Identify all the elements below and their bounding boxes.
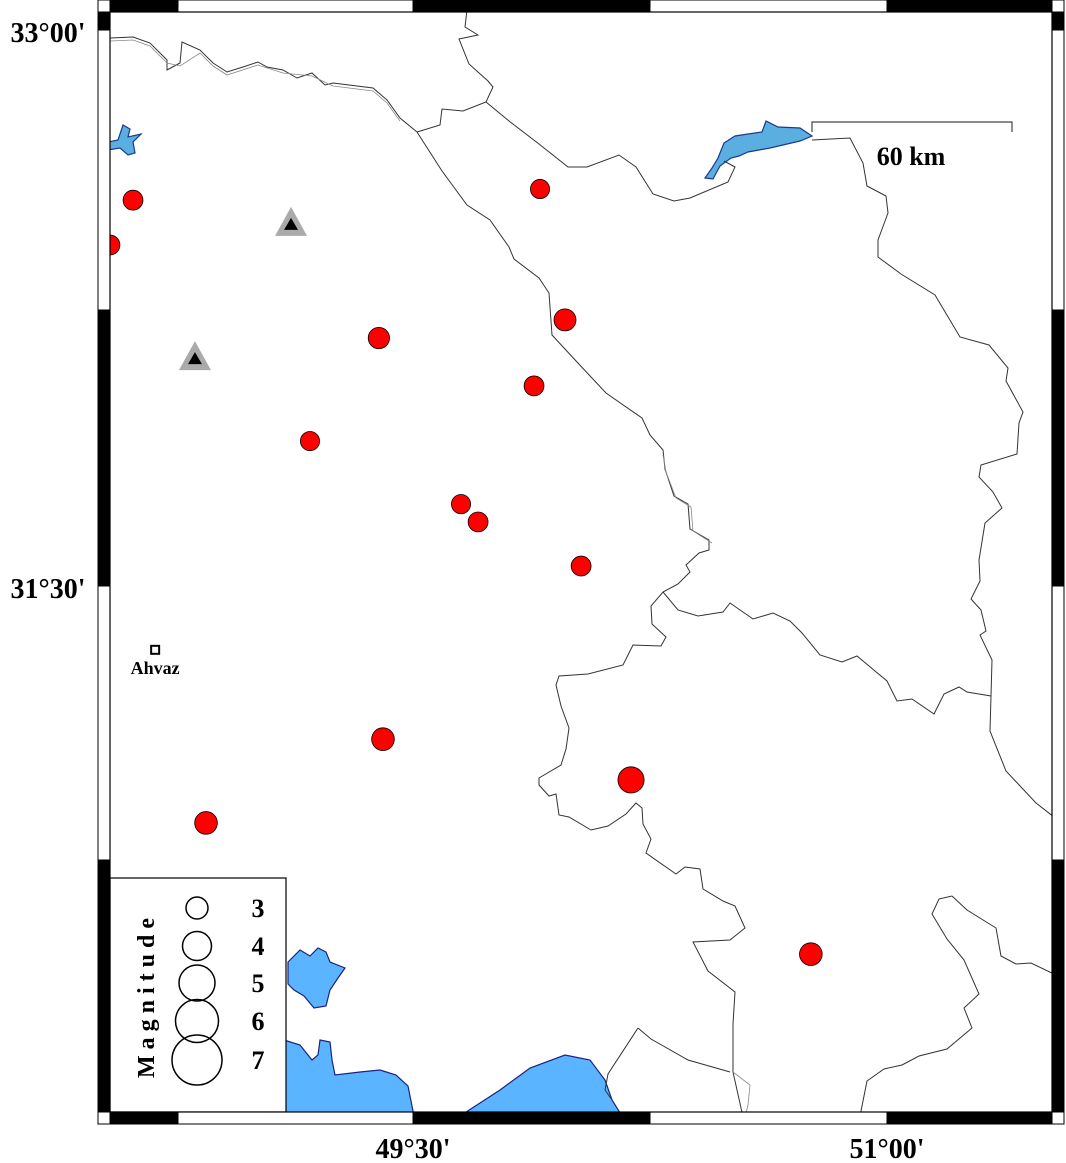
axis-labels: 33°00' 31°30' 49°30' 51°00' <box>11 18 925 1163</box>
earthquake-event <box>451 494 472 515</box>
scale-bar-label: 60 km <box>877 142 946 171</box>
lon-label-51-00: 51°00' <box>850 1134 925 1163</box>
station-triangle-icon <box>275 206 308 236</box>
lat-label-33-00: 33°00' <box>11 18 86 49</box>
magnitude-legend: Magnitude 3 4 5 6 7 <box>109 877 287 1113</box>
earthquake-event <box>570 555 592 577</box>
legend-circle <box>181 930 213 962</box>
legend-label: 6 <box>252 1007 265 1036</box>
map-frame <box>97 0 1065 1125</box>
earthquake-event <box>553 308 577 332</box>
earthquake-event <box>194 811 218 835</box>
city-label: Ahvaz <box>131 658 180 678</box>
legend-circle <box>178 964 216 1002</box>
lake-northeast <box>703 120 814 180</box>
gulf-west <box>283 1039 414 1112</box>
earthquake-event <box>110 234 121 256</box>
earthquake-event <box>530 179 551 200</box>
lat-label-31-30: 31°30' <box>11 574 86 605</box>
lagoon <box>287 947 346 1009</box>
city-marker-icon <box>150 644 161 655</box>
legend-label: 7 <box>252 1046 265 1075</box>
legend-circle <box>185 896 209 920</box>
earthquake-event <box>367 327 390 350</box>
earthquake-event <box>122 189 144 211</box>
scale-bar: 60 km <box>811 121 1013 171</box>
seismic-stations <box>178 206 308 371</box>
earthquake-event <box>299 431 320 452</box>
legend-label: 3 <box>252 894 265 923</box>
station-triangle-icon <box>178 341 211 371</box>
legend-circle <box>174 998 220 1044</box>
legend-label: 5 <box>252 969 265 998</box>
gulf-middle <box>465 1054 621 1112</box>
lon-label-49-30: 49°30' <box>376 1134 451 1163</box>
legend-label: 4 <box>252 932 265 961</box>
lake-northwest <box>110 124 143 156</box>
earthquake-event <box>799 942 823 966</box>
earthquake-event <box>617 766 645 794</box>
earthquake-events <box>110 179 823 966</box>
province-borders <box>110 12 1052 1112</box>
legend-circle <box>171 1034 223 1086</box>
legend-title: Magnitude <box>134 912 160 1078</box>
earthquake-event <box>467 511 489 533</box>
earthquake-event <box>371 727 395 751</box>
earthquake-event <box>523 375 545 397</box>
